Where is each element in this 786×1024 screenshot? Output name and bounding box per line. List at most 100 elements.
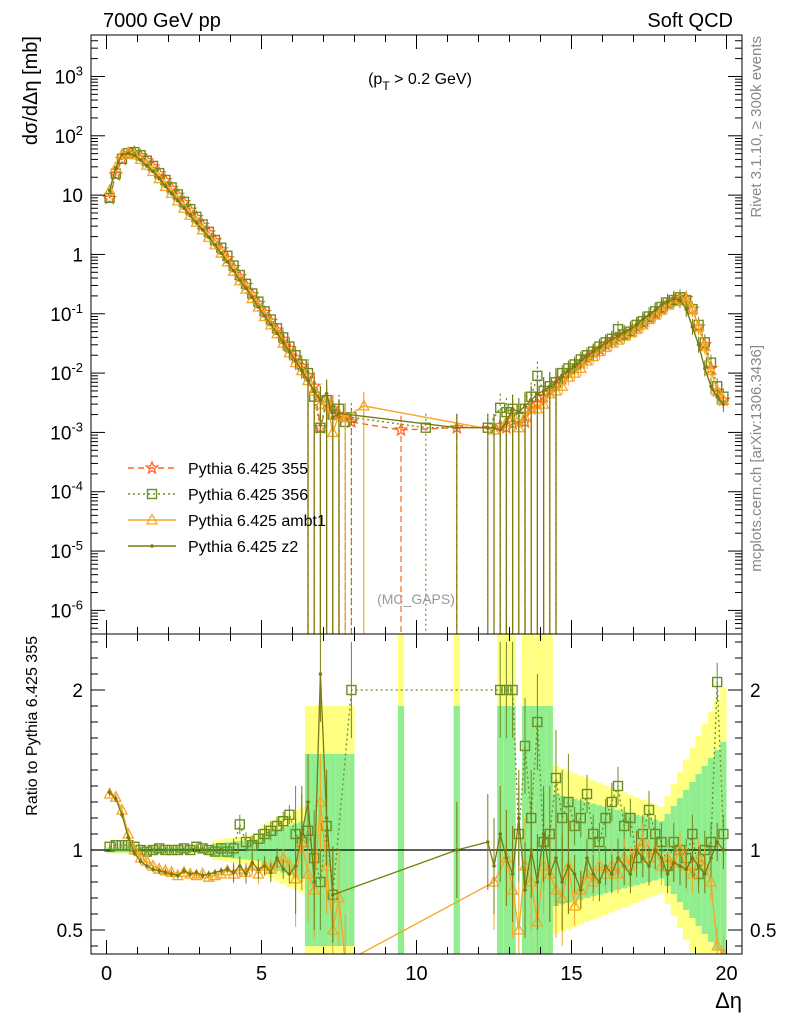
- ratio-point: [603, 864, 608, 868]
- x-tick-label: 5: [256, 963, 267, 985]
- ratio-tick-label: 0.5: [57, 921, 83, 942]
- ratio-point: [610, 872, 614, 876]
- data-point: [153, 171, 166, 184]
- data-point: [535, 391, 540, 396]
- ratio-point: [687, 828, 698, 840]
- ratio-point: [606, 796, 617, 808]
- ratio-point: [501, 684, 512, 696]
- data-point: [684, 307, 688, 311]
- ratio-point: [579, 888, 583, 892]
- header-left-label: 7000 GeV pp: [103, 10, 221, 32]
- ratio-point: [238, 864, 242, 868]
- data-point: [194, 221, 199, 225]
- ratio-point: [126, 835, 130, 839]
- ratio-point: [228, 843, 239, 854]
- data-point: [548, 384, 552, 389]
- ratio-point: [207, 872, 211, 876]
- x-tick-label: 20: [715, 963, 737, 985]
- ratio-point: [166, 844, 177, 856]
- ratio-point: [259, 828, 270, 840]
- y-tick-label: 1: [72, 245, 83, 266]
- legend-marker: [146, 488, 158, 500]
- data-point: [574, 361, 587, 374]
- main-axes: 10-6 10-5 10-4 10-3 10-2 10-1 1 10 102 103: [50, 34, 742, 635]
- data-point: [256, 305, 261, 309]
- ratio-point: [523, 888, 527, 892]
- data-point: [690, 325, 695, 329]
- ratio-point: [541, 832, 546, 836]
- ratio-point: [557, 812, 568, 824]
- data-point: [146, 164, 160, 177]
- data-point: [510, 407, 515, 411]
- x-tick-label: 15: [560, 963, 582, 985]
- data-point: [572, 364, 577, 369]
- ratio-point: [197, 843, 208, 854]
- ratio-point: [495, 684, 506, 696]
- data-point: [686, 302, 699, 314]
- data-point: [264, 317, 277, 330]
- rivet-version-label: Rivet 3.1.10, ≥ 300k events: [748, 36, 765, 218]
- header-right-label: Soft QCD: [647, 10, 733, 32]
- y-tick-label: 10-1: [50, 301, 83, 326]
- data-point: [114, 165, 118, 170]
- ratio-point: [625, 812, 636, 824]
- ratio-point: [510, 872, 515, 876]
- ratio-point: [324, 816, 329, 820]
- data-point: [159, 179, 172, 192]
- ratio-point: [320, 859, 333, 871]
- data-point: [104, 192, 115, 204]
- series-line: [108, 151, 725, 429]
- ratio-point: [616, 856, 620, 860]
- ratio-point: [634, 848, 639, 852]
- data-point: [529, 398, 533, 402]
- x-tick-label: 0: [101, 963, 112, 985]
- data-point: [357, 398, 370, 411]
- data-point: [157, 176, 161, 181]
- data-point: [231, 268, 236, 273]
- ratio-point: [110, 840, 122, 851]
- data-point: [176, 199, 180, 203]
- ratio-point: [532, 716, 543, 728]
- data-point: [647, 313, 651, 317]
- data-point: [132, 153, 137, 158]
- ratio-point: [256, 867, 261, 871]
- ratio-tick-label: 2: [750, 681, 761, 702]
- ratio-point: [519, 740, 531, 752]
- ratio-point: [191, 841, 202, 852]
- ratio-point: [569, 820, 580, 832]
- data-point: [721, 402, 726, 406]
- ratio-point: [486, 840, 490, 844]
- ratio-point: [653, 848, 657, 852]
- data-point: [554, 380, 558, 385]
- ratio-point: [300, 832, 304, 836]
- ratio-point: [563, 796, 574, 808]
- legend-label: Pythia 6.425 ambt1: [188, 513, 326, 530]
- ratio-point: [172, 844, 184, 856]
- data-point: [579, 359, 583, 363]
- ratio-point: [240, 836, 252, 848]
- legend-marker: [145, 513, 159, 525]
- data-point: [312, 389, 317, 393]
- data-point: [517, 410, 521, 414]
- data-point: [698, 339, 711, 352]
- data-point: [182, 206, 186, 211]
- ratio-point: [314, 795, 327, 807]
- ratio-point: [138, 859, 143, 863]
- legend-entry: Pythia 6.425 z2: [128, 539, 298, 556]
- ratio-point: [643, 804, 655, 816]
- legend: Pythia 6.425 355 Pythia 6.425 356 Pythia 6…: [128, 460, 326, 556]
- ratio-axes: 0 5 10 15 20 0.5 0.5 1 1 2 2: [57, 634, 776, 985]
- data-point: [566, 368, 571, 373]
- x-tick-label: 10: [405, 963, 427, 985]
- data-point: [145, 164, 149, 168]
- series-line: [108, 151, 724, 436]
- ratio-point: [684, 867, 688, 871]
- ratio-point: [588, 828, 599, 840]
- ratio-point: [200, 873, 205, 878]
- data-point: [324, 391, 329, 396]
- ratio-point: [151, 867, 155, 871]
- data-point: [184, 208, 197, 220]
- data-point: [653, 308, 657, 312]
- ratio-point: [194, 870, 199, 875]
